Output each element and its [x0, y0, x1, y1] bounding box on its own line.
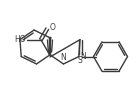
Text: S: S — [78, 56, 82, 65]
Text: N: N — [61, 53, 66, 62]
Text: HO: HO — [15, 35, 26, 44]
Text: N: N — [80, 52, 86, 61]
Text: O: O — [49, 23, 55, 32]
